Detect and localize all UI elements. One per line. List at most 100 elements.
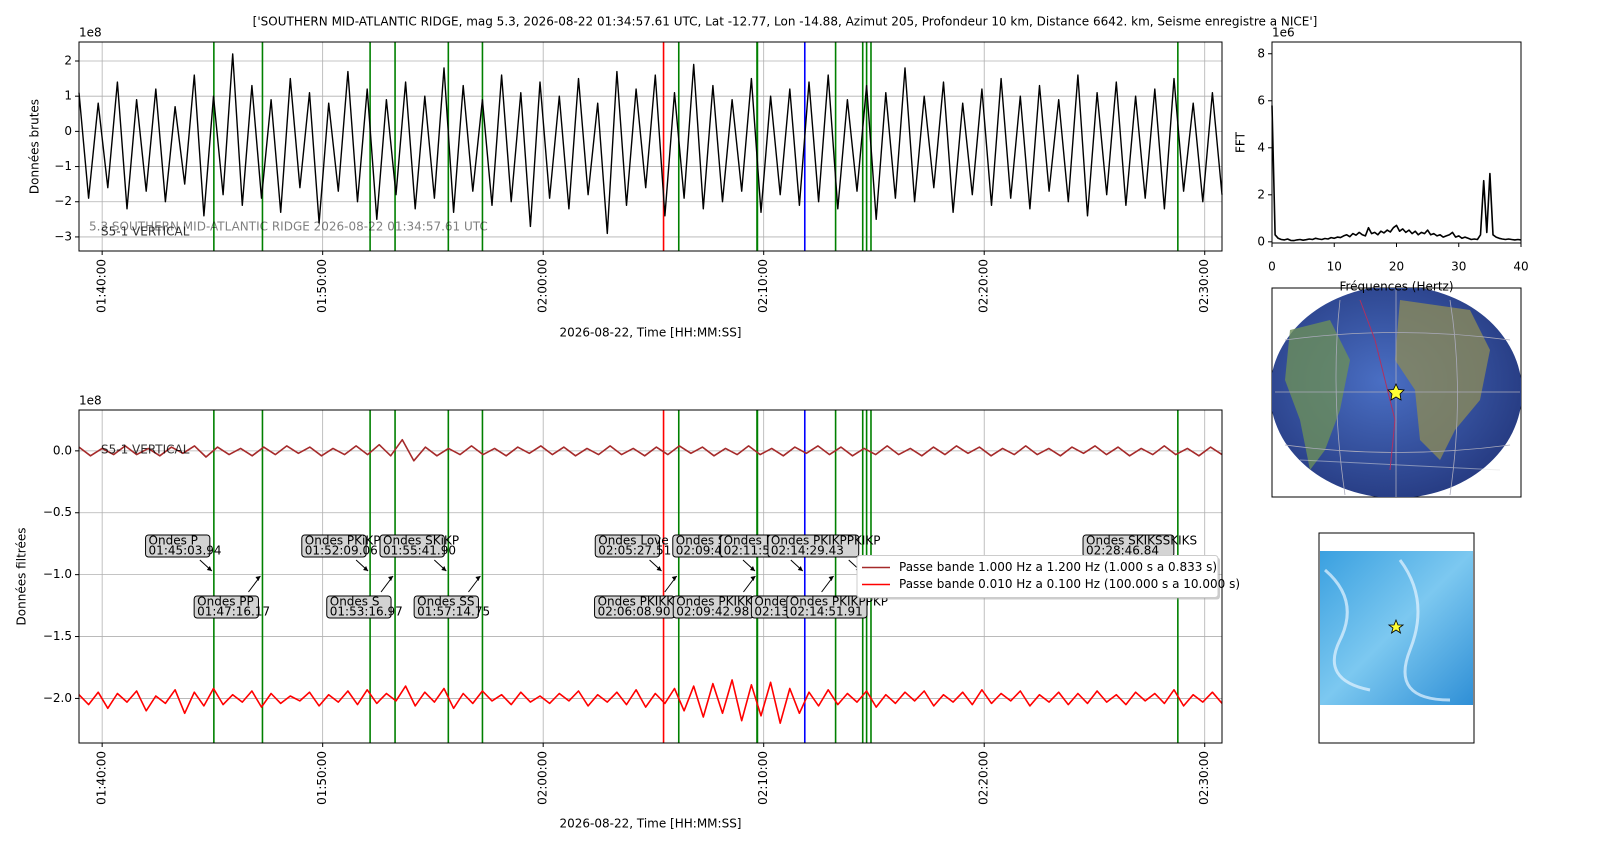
y-tick-label: −1	[54, 159, 72, 173]
annotation-name: Ondes Love	[598, 534, 668, 548]
x-tick-label: 02:20:00	[977, 751, 991, 805]
annotation-time: 02:05:27.51	[598, 544, 671, 558]
legend-label: Passe bande 0.010 Hz a 0.100 Hz (100.000…	[899, 577, 1240, 591]
annotation-time: 02:06:08.90	[598, 605, 671, 619]
annotation-arrowhead	[797, 566, 803, 571]
annotation-box	[193, 595, 259, 619]
legend-box	[856, 555, 1219, 598]
annotation-time: 02:14:51.91	[790, 605, 863, 619]
annotation-name: Ondes PP	[197, 595, 254, 609]
channel-label: S5-1 VERTICAL	[101, 225, 190, 239]
annotation-time: 02:28:46.84	[1086, 544, 1159, 558]
annotation-arrowhead	[441, 566, 447, 571]
offset-label: 1e6	[1272, 26, 1295, 40]
y-tick-label: 2	[64, 54, 72, 68]
plot-frame	[78, 409, 1223, 744]
annotation-name: Ondes PKiKP	[305, 534, 381, 548]
annotation-name: Ondes PKIKKIKS	[676, 595, 772, 609]
plot-frame	[78, 41, 1223, 252]
annotation-name: Ondes SKiKP	[383, 534, 459, 548]
x-tick-label: 30	[1451, 260, 1466, 274]
watermark: 5.3 SOUTHERN MID-ATLANTIC RIDGE 2026-08-…	[89, 220, 488, 234]
annotation-box	[145, 534, 211, 558]
y-axis-label: Données filtrées	[15, 528, 29, 626]
annotation-box	[326, 595, 392, 619]
y-tick-label: 6	[1257, 93, 1265, 107]
x-tick-label: 02:30:00	[1197, 751, 1211, 805]
x-axis-label: Fréquences (Hertz)	[1339, 280, 1453, 294]
plot-frame	[1271, 41, 1522, 244]
x-tick-label: 02:20:00	[977, 259, 991, 313]
arrival-annotation: Ondes S01:53:16.97	[326, 575, 403, 619]
annotation-box	[786, 595, 868, 619]
x-tick-label: 02:30:00	[1197, 259, 1211, 313]
plot-area	[79, 42, 1222, 251]
y-tick-label: −2	[54, 194, 72, 208]
annotation-time: 01:47:16.17	[197, 605, 270, 619]
x-tick-label: 02:00:00	[536, 751, 550, 805]
y-tick-label: 0.0	[53, 443, 72, 457]
y-tick-label: −3	[54, 229, 72, 243]
x-axis-label: 2026-08-22, Time [HH:MM:SS]	[560, 326, 742, 340]
y-tick-label: −1.5	[43, 629, 72, 643]
annotation-name: Ondes PKIKKIKP	[598, 595, 693, 609]
annotation-time: 02:14:29.43	[771, 544, 844, 558]
annotation-name: Ondes PKIKPPKIKP	[771, 534, 881, 548]
annotation-arrowhead	[750, 576, 756, 581]
annotation-arrowhead	[656, 566, 662, 571]
x-tick-label: 02:10:00	[756, 259, 770, 313]
annotation-box	[301, 534, 367, 558]
plot-area	[1272, 42, 1521, 243]
x-tick-label: 20	[1389, 260, 1404, 274]
series-line	[78, 53, 1223, 235]
series-line	[1271, 105, 1522, 242]
annotation-arrowhead	[671, 576, 677, 581]
x-tick-label: 01:50:00	[315, 751, 329, 805]
y-axis-label: Données brutes	[28, 99, 42, 194]
y-tick-label: 0	[64, 124, 72, 138]
offset-label: 1e8	[79, 394, 102, 408]
offset-label: 1e8	[79, 26, 102, 40]
annotation-box	[767, 534, 860, 558]
figure-title: ['SOUTHERN MID-ATLANTIC RIDGE, mag 5.3, …	[253, 15, 1318, 29]
y-tick-label: 1	[64, 89, 72, 103]
x-axis-label: 2026-08-22, Time [HH:MM:SS]	[560, 817, 742, 831]
annotation-time: 01:53:16.97	[330, 605, 403, 619]
x-tick-label: 0	[1268, 260, 1276, 274]
arrival-annotation: Ondes P01:45:03.94	[145, 534, 222, 572]
series-line	[78, 679, 1223, 724]
annotation-arrowhead	[363, 566, 369, 571]
y-tick-label: 0	[1257, 234, 1265, 248]
x-tick-label: 02:10:00	[756, 751, 770, 805]
annotation-name: Ondes S	[330, 595, 380, 609]
y-tick-label: 4	[1257, 140, 1265, 154]
annotation-box	[594, 534, 661, 558]
regional-map	[1318, 532, 1475, 744]
y-tick-label: 2	[1257, 187, 1265, 201]
annotation-time: 01:57:14.75	[417, 605, 490, 619]
annotation-time: 01:55:41.90	[383, 544, 456, 558]
x-tick-label: 02:00:00	[536, 259, 550, 313]
x-tick-label: 01:50:00	[315, 259, 329, 313]
annotation-arrowhead	[206, 566, 212, 571]
y-tick-label: −0.5	[43, 505, 72, 519]
annotation-arrowhead	[828, 576, 834, 581]
x-tick-label: 40	[1513, 260, 1528, 274]
annotation-box	[413, 595, 479, 619]
annotation-arrowhead	[749, 566, 755, 571]
globe	[1271, 287, 1522, 498]
y-tick-label: 8	[1257, 46, 1265, 60]
annotation-name: Ondes SKIKSSKIKS	[1086, 534, 1197, 548]
annotation-box	[379, 534, 445, 558]
